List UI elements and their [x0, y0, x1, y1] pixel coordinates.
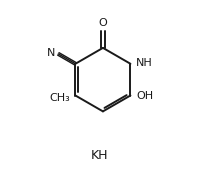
Text: N: N [47, 48, 55, 57]
Text: CH₃: CH₃ [49, 93, 70, 103]
Text: KH: KH [91, 149, 108, 162]
Text: OH: OH [136, 91, 153, 101]
Text: NH: NH [136, 58, 153, 68]
Text: O: O [99, 18, 107, 28]
